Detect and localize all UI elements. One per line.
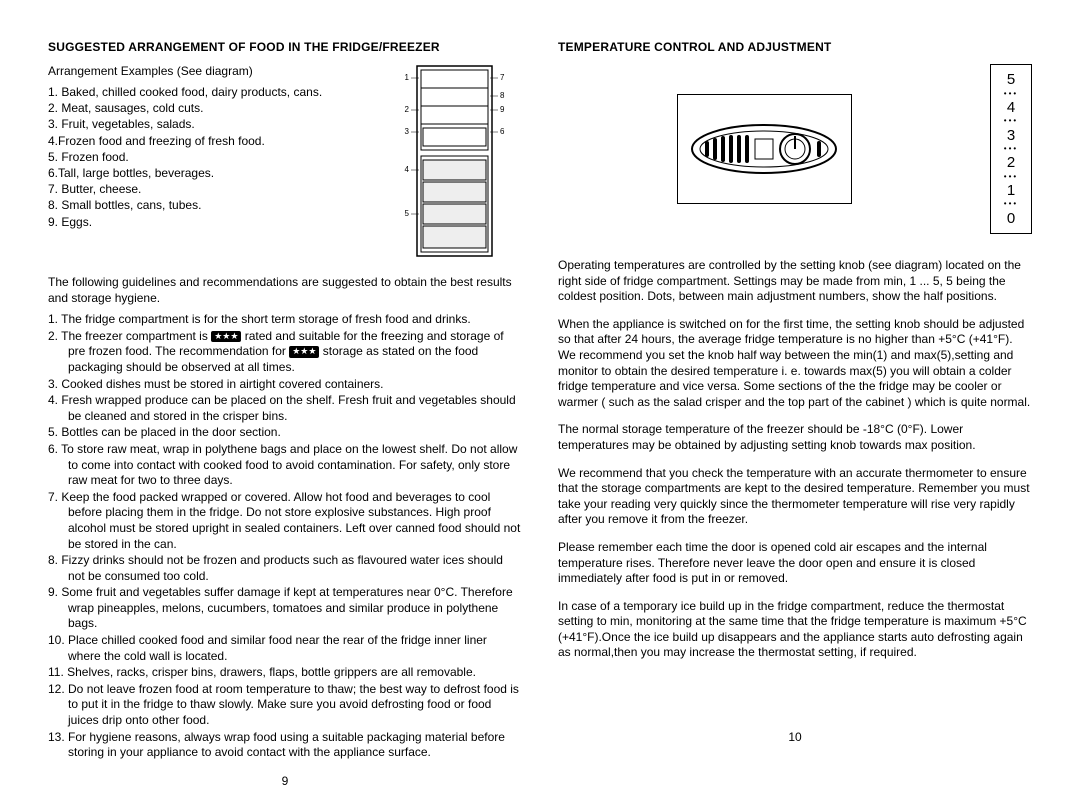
svg-text:2: 2 xyxy=(405,105,410,114)
svg-text:5: 5 xyxy=(405,209,410,218)
list-item: 5. Frozen food. xyxy=(48,149,367,165)
list-item: 8. Fizzy drinks should not be frozen and… xyxy=(68,553,522,584)
scale-value: 0 xyxy=(1007,211,1015,226)
list-item: 6. To store raw meat, wrap in polythene … xyxy=(68,442,522,489)
list-item: 3. Cooked dishes must be stored in airti… xyxy=(68,377,522,393)
guidelines-list: 1. The fridge compartment is for the sho… xyxy=(48,312,522,761)
list-item: 13. For hygiene reasons, always wrap foo… xyxy=(68,730,522,761)
list-item: 11. Shelves, racks, crisper bins, drawer… xyxy=(68,665,522,681)
temperature-diagram-row: 5 ••• 4 ••• 3 ••• 2 ••• 1 ••• 0 xyxy=(558,64,1032,234)
svg-text:9: 9 xyxy=(500,105,505,114)
body-paragraph: When the appliance is switched on for th… xyxy=(558,317,1032,411)
body-paragraph: Please remember each time the door is op… xyxy=(558,540,1032,587)
guidelines-list-wrap: 1. The fridge compartment is for the sho… xyxy=(48,312,522,762)
left-page: SUGGESTED ARRANGEMENT OF FOOD IN THE FRI… xyxy=(30,40,540,744)
list-item: 7. Keep the food packed wrapped or cover… xyxy=(68,490,522,552)
list-item: 3. Fruit, vegetables, salads. xyxy=(48,116,367,132)
svg-text:8: 8 xyxy=(500,91,505,100)
arrangement-list-wrap: Arrangement Examples (See diagram) 1. Ba… xyxy=(48,64,367,259)
scale-dots: ••• xyxy=(1004,173,1018,181)
page-number-right: 10 xyxy=(558,718,1032,744)
list-item: 4.Frozen food and freezing of fresh food… xyxy=(48,133,367,149)
body-paragraph: Operating temperatures are controlled by… xyxy=(558,258,1032,305)
page-number-left: 9 xyxy=(48,762,522,788)
list-item: 8. Small bottles, cans, tubes. xyxy=(48,197,367,213)
scale-dots: ••• xyxy=(1004,200,1018,208)
temperature-scale: 5 ••• 4 ••• 3 ••• 2 ••• 1 ••• 0 xyxy=(990,64,1032,234)
scale-value: 1 xyxy=(1007,183,1015,198)
list-item: 4. Fresh wrapped produce can be placed o… xyxy=(68,393,522,424)
svg-text:3: 3 xyxy=(405,127,410,136)
svg-text:7: 7 xyxy=(500,73,505,82)
list-item: 10. Place chilled cooked food and simila… xyxy=(68,633,522,664)
arrangement-row: Arrangement Examples (See diagram) 1. Ba… xyxy=(48,64,522,259)
list-item: 2. The freezer compartment is ★★★ rated … xyxy=(68,329,522,376)
body-paragraph: In case of a temporary ice build up in t… xyxy=(558,599,1032,661)
fridge-diagram: 1 2 3 4 5 7 8 9 6 xyxy=(387,64,522,259)
scale-value: 2 xyxy=(1007,155,1015,170)
list-item: 1. The fridge compartment is for the sho… xyxy=(68,312,522,328)
list-item: 1. Baked, chilled cooked food, dairy pro… xyxy=(48,84,367,100)
dial-diagram xyxy=(677,94,852,204)
scale-value: 4 xyxy=(1007,100,1015,115)
arrangement-list: 1. Baked, chilled cooked food, dairy pro… xyxy=(48,84,367,230)
svg-text:4: 4 xyxy=(405,165,410,174)
list-item: 7. Butter, cheese. xyxy=(48,181,367,197)
star-rating-icon: ★★★ xyxy=(289,346,319,358)
body-paragraph: We recommend that you check the temperat… xyxy=(558,466,1032,528)
svg-text:6: 6 xyxy=(500,127,505,136)
scale-value: 5 xyxy=(1007,72,1015,87)
temperature-body: Operating temperatures are controlled by… xyxy=(558,258,1032,673)
list-item: 9. Eggs. xyxy=(48,214,367,230)
list-item: 9. Some fruit and vegetables suffer dama… xyxy=(68,585,522,632)
guidelines-intro: The following guidelines and recommendat… xyxy=(48,275,522,306)
right-page: TEMPERATURE CONTROL AND ADJUSTMENT xyxy=(540,40,1050,744)
list-item: 2. Meat, sausages, cold cuts. xyxy=(48,100,367,116)
right-heading: TEMPERATURE CONTROL AND ADJUSTMENT xyxy=(558,40,1032,54)
scale-dots: ••• xyxy=(1004,90,1018,98)
body-paragraph: The normal storage temperature of the fr… xyxy=(558,422,1032,453)
left-heading: SUGGESTED ARRANGEMENT OF FOOD IN THE FRI… xyxy=(48,40,522,54)
scale-value: 3 xyxy=(1007,128,1015,143)
svg-text:1: 1 xyxy=(405,73,410,82)
scale-dots: ••• xyxy=(1004,145,1018,153)
arrangement-subhead: Arrangement Examples (See diagram) xyxy=(48,64,367,78)
star-rating-icon: ★★★ xyxy=(211,331,241,343)
list-item: 5. Bottles can be placed in the door sec… xyxy=(68,425,522,441)
list-item: 6.Tall, large bottles, beverages. xyxy=(48,165,367,181)
list-item: 12. Do not leave frozen food at room tem… xyxy=(68,682,522,729)
scale-dots: ••• xyxy=(1004,117,1018,125)
